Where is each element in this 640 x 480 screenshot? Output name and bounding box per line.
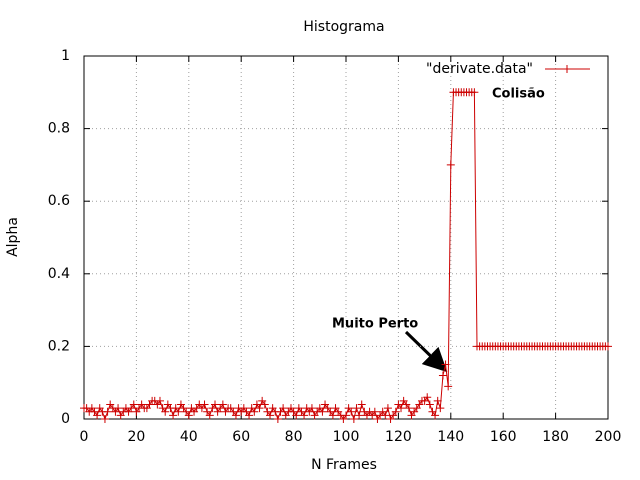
- data-point: [174, 407, 183, 416]
- data-point: [93, 411, 102, 420]
- data-point: [114, 404, 123, 413]
- data-point: [470, 88, 479, 97]
- data-point: [352, 404, 361, 413]
- y-tick-label: 0.6: [48, 193, 70, 209]
- data-point: [155, 396, 164, 405]
- data-point: [446, 160, 455, 169]
- data-point: [391, 407, 400, 416]
- x-tick-label: 80: [285, 429, 303, 445]
- data-point: [103, 407, 112, 416]
- x-tick-label: 100: [333, 429, 360, 445]
- data-point: [342, 411, 350, 420]
- data-point: [100, 415, 109, 423]
- data-point: [211, 400, 219, 409]
- y-tick-label: 0.4: [48, 266, 70, 282]
- data-point: [307, 404, 316, 413]
- annotation-arrow: [404, 330, 448, 373]
- data-point: [370, 407, 379, 416]
- data-point: [423, 393, 432, 402]
- data-point: [231, 411, 240, 420]
- x-tick-label: 40: [180, 429, 198, 445]
- data-point: [250, 407, 259, 416]
- data-point: [383, 404, 392, 413]
- data-point: [184, 411, 193, 420]
- data-point: [328, 411, 337, 420]
- data-point: [431, 411, 440, 420]
- data-point: [357, 400, 366, 409]
- data-point: [260, 400, 269, 409]
- annotation: Colisão: [492, 87, 545, 102]
- x-tick-label: 0: [80, 429, 89, 445]
- data-line: [84, 91, 608, 421]
- data-point: [266, 411, 275, 420]
- data-point: [200, 400, 209, 409]
- annotation: Muito Perto: [332, 317, 418, 332]
- x-tick-label: 200: [595, 429, 622, 445]
- data-point: [381, 411, 390, 420]
- data-point: [397, 404, 406, 413]
- y-tick-label: 1: [61, 48, 70, 64]
- data-point: [349, 415, 358, 423]
- data-point: [355, 411, 364, 420]
- data-point: [433, 396, 442, 405]
- data-point: [255, 404, 264, 413]
- x-tick-label: 20: [127, 429, 145, 445]
- data-point: [404, 404, 413, 413]
- data-point: [444, 382, 453, 391]
- legend-label: "derivate.data": [426, 61, 533, 77]
- x-tick-label: 60: [232, 429, 250, 445]
- y-axis-label: Alpha: [5, 217, 21, 257]
- data-point: [441, 360, 450, 369]
- data-point: [300, 411, 309, 420]
- y-tick-label: 0.2: [48, 338, 70, 354]
- data-point: [218, 400, 227, 409]
- data-point: [436, 404, 445, 413]
- x-tick-label: 180: [542, 429, 569, 445]
- y-tick-label: 0: [61, 411, 70, 427]
- data-point: [169, 411, 178, 420]
- data-point: [425, 400, 434, 409]
- chart-title: Histograma: [303, 19, 384, 35]
- x-axis-label: N Frames: [311, 457, 377, 473]
- y-tick-label: 0.8: [48, 121, 70, 137]
- x-tick-label: 120: [385, 429, 412, 445]
- data-point: [129, 400, 138, 409]
- data-point: [318, 407, 327, 416]
- data-point: [604, 342, 612, 351]
- data-point: [273, 415, 282, 423]
- x-tick-label: 160: [490, 429, 517, 445]
- data-point: [438, 371, 447, 380]
- data-point: [161, 407, 170, 416]
- data-point: [347, 407, 356, 416]
- x-tick-label: 140: [437, 429, 464, 445]
- data-point: [292, 411, 301, 420]
- legend-marker: [563, 65, 571, 73]
- data-point: [279, 404, 288, 413]
- data-point: [205, 411, 214, 420]
- data-point: [245, 411, 254, 420]
